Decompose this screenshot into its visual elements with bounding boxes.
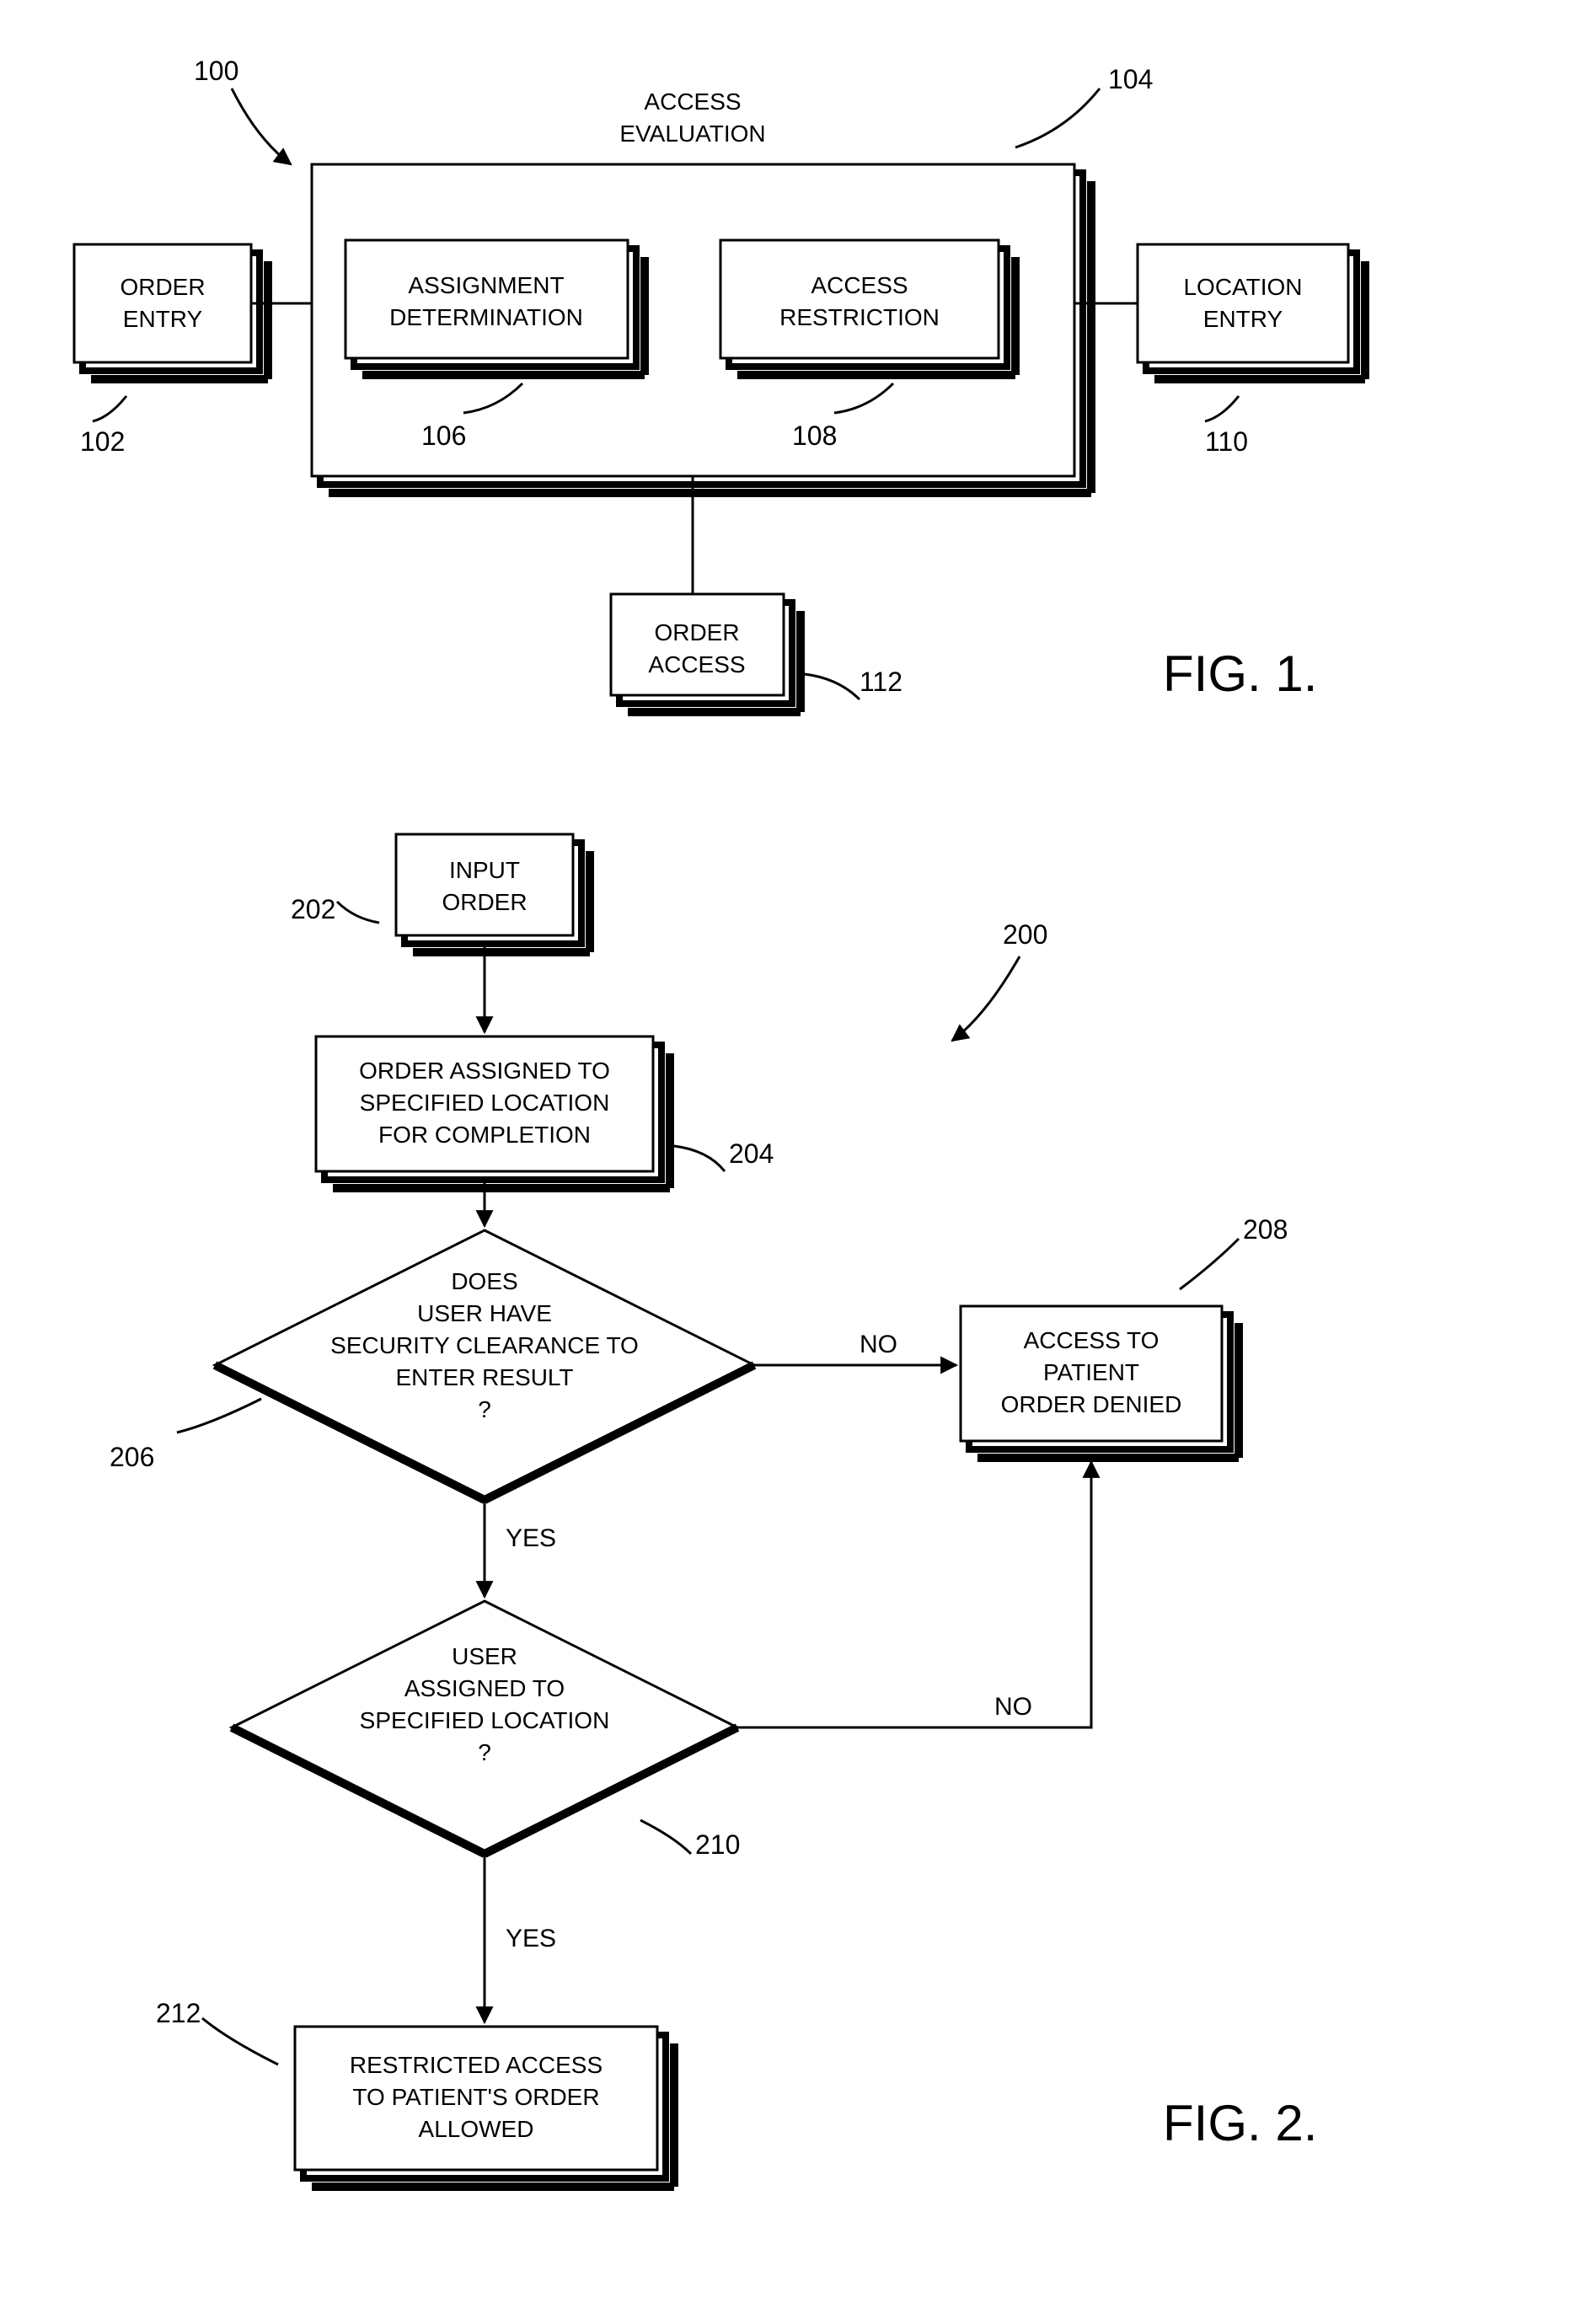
- fig1-label: FIG. 1.: [1163, 645, 1317, 702]
- ref-108: 108: [792, 420, 837, 451]
- input-order-l2: ORDER: [442, 889, 527, 915]
- no-label-2: NO: [994, 1693, 1032, 1721]
- yes-label-2: YES: [506, 1925, 556, 1952]
- ref-112: 112: [860, 667, 902, 697]
- leader-100: [232, 88, 291, 164]
- ref-102: 102: [80, 426, 125, 457]
- order-access-l2: ACCESS: [648, 651, 745, 678]
- order-entry-l1: ORDER: [120, 274, 205, 300]
- allowed-box: RESTRICTED ACCESS TO PATIENT'S ORDER ALL…: [295, 2027, 674, 2187]
- ref-204: 204: [729, 1138, 774, 1169]
- allowed-l3: ALLOWED: [419, 2116, 534, 2142]
- security-diamond: DOES USER HAVE SECURITY CLEARANCE TO ENT…: [215, 1230, 754, 1500]
- leader-208: [1180, 1239, 1239, 1289]
- ref-202: 202: [291, 894, 335, 924]
- assignment-l1: ASSIGNMENT: [408, 272, 564, 298]
- yes-label-1: YES: [506, 1524, 556, 1552]
- order-assigned-box: ORDER ASSIGNED TO SPECIFIED LOCATION FOR…: [316, 1036, 670, 1188]
- assigned-l2: SPECIFIED LOCATION: [360, 1090, 610, 1116]
- sec-l4: ENTER RESULT: [395, 1364, 573, 1390]
- location-entry-box: LOCATION ENTRY: [1138, 244, 1365, 379]
- order-entry-box: ORDER ENTRY: [74, 244, 268, 379]
- leader-104: [1015, 88, 1100, 147]
- fig2-label: FIG. 2.: [1163, 2095, 1317, 2151]
- leader-206: [177, 1399, 261, 1433]
- denied-l3: ORDER DENIED: [1001, 1391, 1182, 1417]
- input-order-l1: INPUT: [449, 857, 520, 883]
- location-entry-l2: ENTRY: [1203, 306, 1283, 332]
- denied-box: ACCESS TO PATIENT ORDER DENIED: [961, 1306, 1239, 1458]
- assigned-l3: FOR COMPLETION: [378, 1122, 591, 1148]
- location-entry-l1: LOCATION: [1183, 274, 1302, 300]
- ref-212: 212: [156, 1998, 201, 2028]
- assignment-l2: DETERMINATION: [389, 304, 583, 330]
- ref-106: 106: [421, 420, 466, 451]
- ref-104: 104: [1108, 64, 1153, 94]
- title-line2: EVALUATION: [619, 121, 765, 147]
- title-line1: ACCESS: [644, 88, 741, 115]
- edge-location-no: [737, 1462, 1091, 1727]
- sec-l1: DOES: [451, 1268, 517, 1294]
- leader-110: [1205, 396, 1239, 421]
- access-restriction-l2: RESTRICTION: [779, 304, 940, 330]
- denied-l2: PATIENT: [1043, 1359, 1139, 1385]
- no-label-1: NO: [860, 1331, 897, 1358]
- ref-100: 100: [194, 56, 238, 86]
- loc-l2: ASSIGNED TO: [404, 1675, 565, 1701]
- assigned-l1: ORDER ASSIGNED TO: [359, 1058, 610, 1084]
- sec-l2: USER HAVE: [417, 1300, 552, 1326]
- leader-102: [93, 396, 126, 421]
- denied-l1: ACCESS TO: [1024, 1327, 1160, 1353]
- loc-l4: ?: [478, 1739, 491, 1765]
- input-order-box: INPUT ORDER: [396, 834, 590, 952]
- leader-202: [337, 902, 379, 923]
- order-access-box: ORDER ACCESS: [611, 594, 801, 712]
- diagram-canvas: ACCESS EVALUATION 104 100 ORDER ENTRY 10…: [0, 0, 1596, 2303]
- leader-204: [674, 1146, 725, 1171]
- leader-112: [805, 674, 860, 699]
- order-access-l1: ORDER: [654, 619, 739, 645]
- loc-l3: SPECIFIED LOCATION: [360, 1707, 610, 1733]
- ref-208: 208: [1243, 1214, 1288, 1245]
- leader-210: [640, 1820, 691, 1854]
- ref-110: 110: [1205, 426, 1248, 457]
- ref-206: 206: [110, 1442, 154, 1472]
- loc-l1: USER: [452, 1643, 517, 1669]
- sec-l3: SECURITY CLEARANCE TO: [330, 1332, 639, 1358]
- allowed-l1: RESTRICTED ACCESS: [350, 2052, 603, 2078]
- leader-212: [202, 2018, 278, 2065]
- order-entry-l2: ENTRY: [123, 306, 203, 332]
- ref-210: 210: [695, 1829, 740, 1860]
- location-diamond: USER ASSIGNED TO SPECIFIED LOCATION ?: [232, 1601, 737, 1854]
- leader-200: [952, 956, 1020, 1041]
- ref-200: 200: [1003, 919, 1047, 950]
- sec-l5: ?: [478, 1396, 491, 1422]
- access-restriction-l1: ACCESS: [811, 272, 908, 298]
- access-restriction-box: ACCESS RESTRICTION: [720, 240, 1015, 375]
- assignment-box: ASSIGNMENT DETERMINATION: [345, 240, 645, 375]
- allowed-l2: TO PATIENT'S ORDER: [352, 2084, 599, 2110]
